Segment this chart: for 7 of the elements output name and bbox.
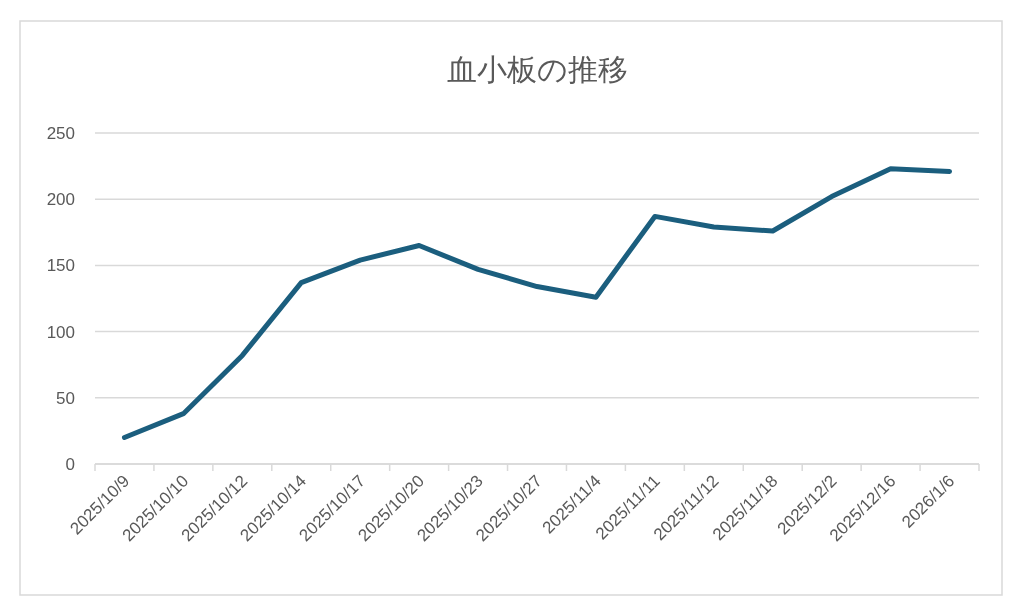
y-tick-label: 150 [46, 256, 75, 276]
y-tick-label: 100 [46, 322, 75, 342]
y-tick-label: 250 [46, 124, 75, 143]
y-tick-label: 200 [46, 190, 75, 210]
chart-title: 血小板の推移 [446, 53, 628, 86]
y-tick-label: 0 [65, 455, 75, 474]
y-tick-label: 50 [56, 388, 75, 408]
